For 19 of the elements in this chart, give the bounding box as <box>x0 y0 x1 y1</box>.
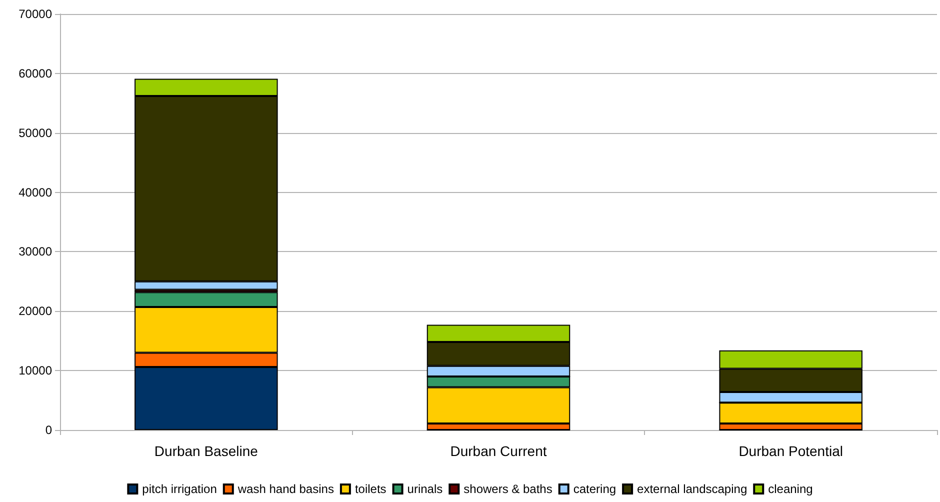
legend-label: showers & baths <box>464 482 552 496</box>
x-tick-label: Durban Potential <box>738 443 843 459</box>
x-tick-label: Durban Baseline <box>154 443 258 459</box>
y-tick-label: 50000 <box>18 126 52 140</box>
legend-label: catering <box>573 482 616 496</box>
y-tick-label: 70000 <box>18 7 52 21</box>
legend-label: urinals <box>407 482 443 496</box>
y-tick-label: 60000 <box>18 66 52 80</box>
y-tick-label: 20000 <box>18 304 52 318</box>
legend-label: pitch irrigation <box>142 482 217 496</box>
y-tick-label: 30000 <box>18 244 52 259</box>
y-tick-label: 10000 <box>18 364 52 378</box>
legend-label: wash hand basins <box>236 482 334 496</box>
x-tick-label: Durban Current <box>450 443 547 459</box>
legend-label: cleaning <box>768 482 813 496</box>
y-tick-label: 0 <box>45 423 52 437</box>
y-tick-label: 40000 <box>18 185 52 200</box>
legend-label: toilets <box>354 482 386 496</box>
legend-label: external landscaping <box>637 482 748 496</box>
